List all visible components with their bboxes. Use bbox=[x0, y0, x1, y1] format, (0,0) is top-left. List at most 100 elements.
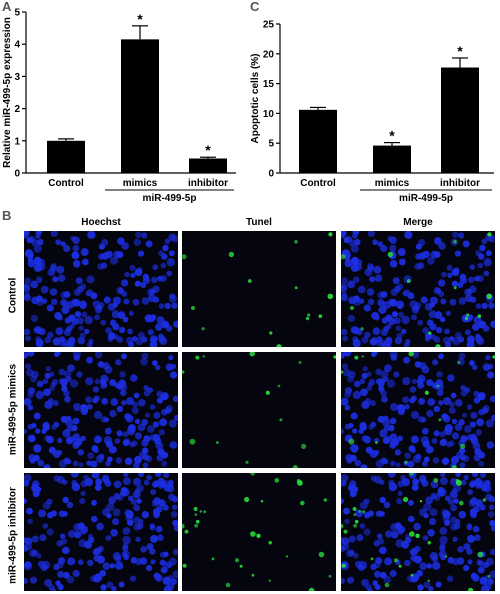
nucleus bbox=[407, 292, 415, 300]
nucleus bbox=[432, 359, 439, 366]
nucleus bbox=[398, 258, 406, 266]
tunel-positive-cell bbox=[428, 331, 432, 335]
nucleus bbox=[155, 525, 163, 533]
y-tick-label: 0 bbox=[14, 169, 20, 180]
nucleus bbox=[389, 244, 397, 252]
micrograph-mimics-merge bbox=[341, 352, 495, 468]
nucleus bbox=[71, 479, 78, 487]
nucleus bbox=[460, 385, 466, 391]
tunel-positive-cell bbox=[341, 370, 344, 374]
nucleus bbox=[70, 235, 76, 241]
significance-marker: * bbox=[457, 43, 463, 59]
nucleus bbox=[490, 320, 495, 328]
nucleus bbox=[348, 484, 357, 493]
nucleus bbox=[29, 576, 38, 584]
nucleus bbox=[475, 250, 482, 257]
nucleus bbox=[450, 392, 457, 399]
nucleus bbox=[459, 276, 468, 285]
nucleus bbox=[152, 433, 161, 442]
nucleus bbox=[370, 336, 379, 345]
tunel-positive-cell bbox=[182, 254, 187, 260]
y-axis-label: Relative miR-499-5p expression bbox=[2, 17, 13, 168]
nucleus bbox=[477, 566, 485, 574]
nucleus bbox=[402, 396, 410, 404]
nucleus bbox=[122, 527, 131, 535]
nucleus bbox=[477, 262, 484, 269]
nucleus bbox=[92, 386, 100, 393]
tunel-positive-cell bbox=[300, 500, 305, 506]
nucleus bbox=[418, 238, 426, 247]
nucleus bbox=[490, 524, 495, 532]
nucleus bbox=[140, 282, 147, 288]
nucleus bbox=[104, 365, 113, 374]
nucleus bbox=[453, 267, 460, 273]
nucleus bbox=[57, 437, 63, 444]
nucleus bbox=[356, 534, 364, 542]
nucleus bbox=[147, 329, 154, 336]
nucleus bbox=[414, 545, 421, 552]
nucleus bbox=[110, 256, 118, 265]
nucleus bbox=[27, 423, 34, 430]
tunel-positive-cell bbox=[182, 563, 187, 568]
tunel-positive-cell bbox=[189, 438, 196, 445]
nucleus bbox=[105, 250, 113, 259]
nucleus bbox=[168, 250, 175, 257]
nucleus bbox=[153, 572, 161, 580]
nucleus bbox=[478, 408, 485, 416]
nucleus bbox=[341, 277, 348, 284]
tunel-positive-cell bbox=[182, 370, 185, 374]
nucleus bbox=[394, 522, 402, 530]
nucleus bbox=[110, 446, 117, 453]
nucleus bbox=[421, 365, 430, 374]
nucleus bbox=[364, 331, 371, 339]
nucleus bbox=[106, 581, 114, 589]
nucleus bbox=[133, 477, 142, 486]
nucleus bbox=[88, 338, 94, 344]
nucleus bbox=[79, 303, 87, 310]
tunel-positive-cell bbox=[301, 443, 307, 449]
nucleus bbox=[443, 336, 451, 344]
nucleus bbox=[123, 298, 130, 305]
nucleus bbox=[49, 371, 55, 377]
y-tick-label: 0 bbox=[268, 169, 274, 180]
nucleus bbox=[490, 414, 495, 421]
nucleus bbox=[24, 498, 27, 504]
nucleus bbox=[52, 450, 61, 458]
nucleus bbox=[352, 428, 358, 434]
nucleus bbox=[62, 479, 68, 485]
nucleus bbox=[93, 410, 103, 420]
nucleus bbox=[384, 364, 392, 373]
nucleus bbox=[473, 505, 480, 513]
nucleus bbox=[426, 563, 432, 569]
nucleus bbox=[44, 435, 52, 442]
nucleus bbox=[47, 331, 54, 339]
nucleus bbox=[53, 336, 62, 345]
nucleus bbox=[100, 319, 107, 326]
nucleus bbox=[432, 457, 440, 464]
nucleus bbox=[429, 518, 437, 526]
nucleus bbox=[156, 505, 163, 513]
nucleus bbox=[77, 522, 85, 530]
nucleus bbox=[475, 429, 482, 436]
nucleus bbox=[160, 262, 167, 269]
nucleus bbox=[415, 453, 422, 460]
y-tick-label: 3 bbox=[14, 72, 20, 83]
nucleus bbox=[105, 535, 112, 541]
nucleus bbox=[483, 270, 490, 277]
tunel-positive-cell bbox=[194, 523, 198, 528]
nucleus bbox=[85, 396, 93, 404]
nucleus bbox=[60, 538, 68, 545]
nucleus bbox=[452, 231, 459, 238]
nucleus bbox=[80, 490, 86, 496]
nucleus bbox=[469, 421, 476, 428]
tunel-positive-cell bbox=[225, 582, 231, 588]
nucleus bbox=[439, 545, 446, 552]
nucleus bbox=[55, 327, 64, 336]
nucleus bbox=[167, 575, 174, 582]
nucleus bbox=[51, 298, 58, 306]
nucleus bbox=[85, 377, 94, 386]
nucleus bbox=[391, 531, 399, 539]
nucleus bbox=[460, 435, 468, 443]
nucleus bbox=[389, 569, 397, 578]
nucleus bbox=[131, 440, 138, 447]
